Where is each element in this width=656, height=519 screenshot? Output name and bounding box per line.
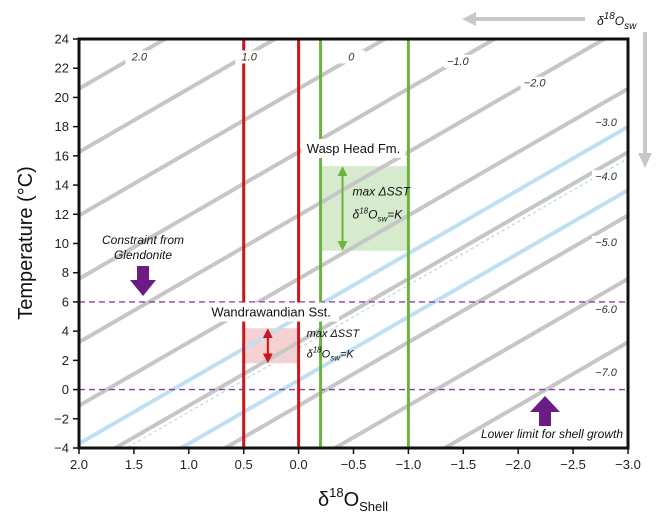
x-tick-label-0: 2.0 <box>70 457 88 472</box>
isoline-label-bg-4 <box>520 76 549 90</box>
x-tick-label-1: 1.5 <box>125 457 143 472</box>
isoline-label-0: 2.0 <box>131 51 148 63</box>
isoline-labels: 2.0 1.0 0 −1.0 −2.0 −3.0 −4.0 −5.0 −6.0 −7.0 <box>125 50 621 379</box>
isoline-0 <box>79 39 170 91</box>
wandrawandian-note-line2: δ18Osw=K <box>307 345 355 362</box>
wandra-label-bg <box>203 302 340 322</box>
isoline-4 <box>79 39 609 345</box>
left-arrow-head-icon <box>462 12 476 26</box>
isoline-5 <box>79 86 628 408</box>
isoline-label-bg-3 <box>443 54 472 68</box>
y-axis-title: Temperature (°C) <box>15 166 37 320</box>
y-tick-label-13: 22 <box>55 61 69 76</box>
y-tick-label-4: 4 <box>62 324 69 339</box>
wandrawandian-note: max ΔSST δ18Osw=K <box>307 328 361 362</box>
y-tick-label-10: 16 <box>55 148 69 163</box>
y-tick-label-2: 0 <box>62 382 69 397</box>
wasp-note-line1: max ΔSST <box>353 184 412 198</box>
isoline-6 <box>111 149 628 448</box>
y-tick-label-11: 18 <box>55 119 69 134</box>
isoline-label-9: −7.0 <box>595 367 618 379</box>
glendonite-text-line2: Glendonite <box>114 248 172 262</box>
y-tick-label-5: 6 <box>62 294 69 309</box>
wasp-label-bg <box>301 138 406 158</box>
y-tick-label-8: 12 <box>55 207 69 222</box>
isoline-label-bg-9 <box>592 365 621 379</box>
y-tick-label-9: 14 <box>55 178 69 193</box>
x-tick-label-8: −2.0 <box>505 457 531 472</box>
legend-d18osw-label: δ18Osw <box>597 11 637 32</box>
isoline-label-4: −2.0 <box>524 78 547 90</box>
isoline-label-5: −3.0 <box>595 117 618 129</box>
wasp-note: max ΔSST δ18Osw=K <box>353 184 412 223</box>
wandrawandian-label: Wandrawandian Sst. <box>211 305 330 320</box>
isoline-1 <box>79 39 279 155</box>
isoline-8 <box>331 276 628 448</box>
isoline-label-bg-2 <box>337 50 366 64</box>
isoline-label-bg-7 <box>592 235 621 249</box>
x-tick-label-6: −1.0 <box>396 457 422 472</box>
blue-isoline-1 <box>177 187 628 448</box>
isoline-label-1: 1.0 <box>242 51 258 63</box>
glendonite-text-line1: Constraint from <box>102 233 184 247</box>
x-tick-label-2: 1.0 <box>180 457 198 472</box>
isoline-label-bg-0 <box>125 50 154 64</box>
x-tick-label-7: −1.5 <box>450 457 476 472</box>
isoline-3 <box>79 39 499 282</box>
isoline-label-6: −4.0 <box>595 171 618 183</box>
x-tick-label-9: −2.5 <box>560 457 586 472</box>
y-tick-label-6: 8 <box>62 265 69 280</box>
isoline-label-8: −6.0 <box>595 304 618 316</box>
isoline-label-bg-6 <box>592 170 621 184</box>
lower-limit-arrow-shaft <box>539 411 551 426</box>
wasp-note-line2: δ18Osw=K <box>353 207 404 224</box>
x-tick-label-3: 0.5 <box>235 457 253 472</box>
y-tick-label-3: 2 <box>62 353 69 368</box>
blue-isoline-0 <box>79 124 628 446</box>
y-tick-label-7: 10 <box>55 236 69 251</box>
x-tick-label-5: −0.5 <box>341 457 367 472</box>
x-tick-label-10: −3.0 <box>615 457 641 472</box>
y-tick-label-0: −4 <box>54 441 69 456</box>
isoline-9 <box>440 339 628 448</box>
isoline-label-7: −5.0 <box>595 237 618 249</box>
isoline-label-bg-1 <box>235 50 264 64</box>
lower-limit-text: Lower limit for shell growth <box>481 427 623 441</box>
y-tick-label-1: −2 <box>54 411 69 426</box>
wandrawandian-note-line1: max ΔSST <box>307 328 361 340</box>
y-tick-label-12: 20 <box>55 90 69 105</box>
glendonite-arrow-shaft <box>137 266 149 282</box>
down-arrow-head-icon <box>638 153 652 168</box>
plot-area <box>79 39 628 448</box>
wasp-head-label: Wasp Head Fm. <box>307 141 400 156</box>
isoline-7 <box>221 213 628 448</box>
lower-limit-up-arrow-icon <box>530 396 560 412</box>
isoline-2 <box>79 39 389 218</box>
x-axis-title: δ18OShell <box>318 485 388 514</box>
isoline-label-2: 0 <box>348 51 355 63</box>
isoline-label-bg-8 <box>592 303 621 317</box>
isoline-label-3: −1.0 <box>447 56 470 68</box>
y-tick-label-14: 24 <box>55 32 69 47</box>
x-tick-label-4: 0.0 <box>290 457 308 472</box>
isoline-label-bg-5 <box>592 116 621 130</box>
shade-box-0 <box>320 166 409 251</box>
